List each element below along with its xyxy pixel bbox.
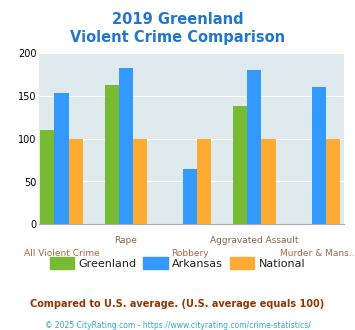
Bar	[105, 84, 119, 224]
Text: All Violent Crime: All Violent Crime	[24, 249, 99, 258]
Bar	[69, 139, 83, 224]
Legend: Greenland, Arkansas, National: Greenland, Arkansas, National	[45, 253, 310, 273]
Bar	[183, 169, 197, 224]
Bar	[133, 139, 147, 224]
Text: Compared to U.S. average. (U.S. average equals 100): Compared to U.S. average. (U.S. average …	[31, 299, 324, 309]
Text: 2019 Greenland: 2019 Greenland	[112, 12, 243, 26]
Bar	[40, 130, 54, 224]
Bar	[261, 139, 275, 224]
Bar	[326, 139, 340, 224]
Bar	[54, 93, 69, 224]
Bar	[233, 106, 247, 224]
Text: Rape: Rape	[114, 236, 137, 245]
Text: Robbery: Robbery	[171, 249, 209, 258]
Text: Aggravated Assault: Aggravated Assault	[210, 236, 299, 245]
Bar	[197, 139, 211, 224]
Bar	[312, 87, 326, 224]
Bar	[247, 70, 261, 224]
Text: Violent Crime Comparison: Violent Crime Comparison	[70, 30, 285, 45]
Text: Murder & Mans...: Murder & Mans...	[280, 249, 355, 258]
Text: © 2025 CityRating.com - https://www.cityrating.com/crime-statistics/: © 2025 CityRating.com - https://www.city…	[45, 321, 310, 330]
Bar	[119, 68, 133, 224]
